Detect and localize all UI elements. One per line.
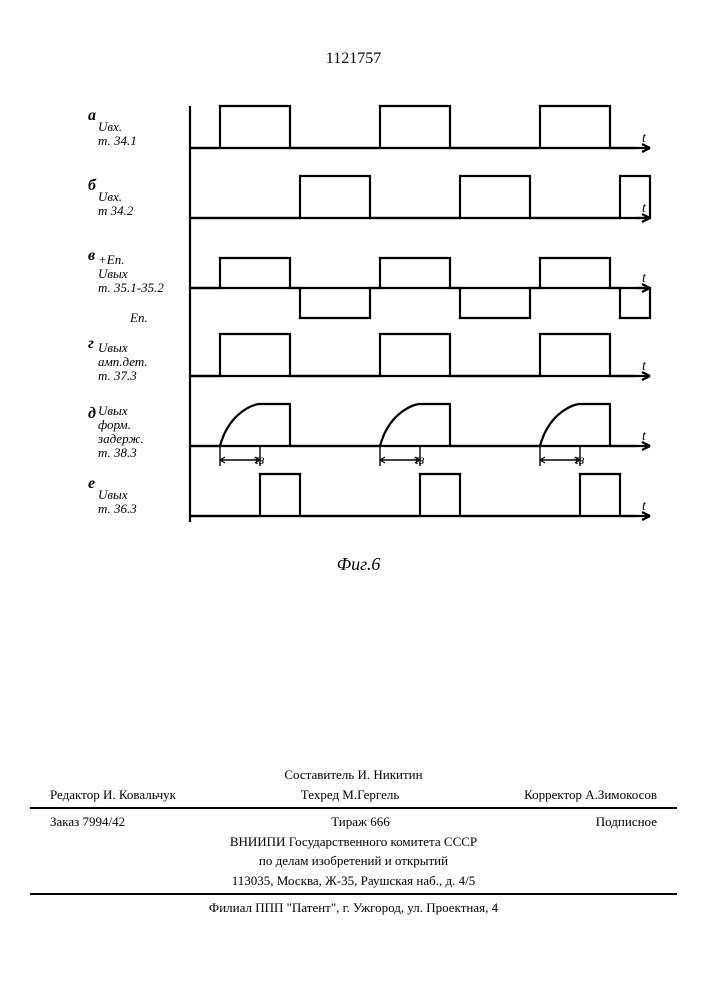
- svg-text:Uвых: Uвых: [98, 403, 128, 418]
- svg-text:Eп.: Eп.: [129, 310, 148, 325]
- svg-text:a: a: [88, 107, 96, 124]
- doc-number: 1121757: [30, 50, 677, 68]
- svg-text:t: t: [642, 201, 647, 216]
- address-1: 113035, Москва, Ж-35, Раушская наб., д. …: [30, 871, 677, 891]
- svg-text:форм.: форм.: [98, 417, 131, 432]
- svg-text:г: г: [88, 335, 94, 352]
- svg-text:амп.дет.: амп.дет.: [98, 354, 148, 369]
- svg-text:т 34.2: т 34.2: [98, 203, 134, 218]
- svg-text:Uвых: Uвых: [98, 487, 128, 502]
- svg-text:задерж.: задерж.: [97, 431, 144, 446]
- colophon: Составитель И. Никитин Редактор И. Ковал…: [30, 765, 677, 918]
- svg-text:Uвх.: Uвх.: [98, 189, 122, 204]
- subscription: Подписное: [596, 812, 657, 832]
- svg-text:Uвых: Uвых: [98, 266, 128, 281]
- figure-caption: Фиг.6: [70, 554, 647, 575]
- svg-text:т. 38.3: т. 38.3: [98, 445, 137, 460]
- timing-diagram: aUвх.т. 34.1tбUвх.т 34.2tв+Eп.Uвыхт. 35.…: [70, 98, 647, 575]
- svg-text:Uвх.: Uвх.: [98, 119, 122, 134]
- editor: Редактор И. Ковальчук: [50, 785, 176, 805]
- svg-text:t: t: [642, 359, 647, 374]
- svg-text:t: t: [642, 499, 647, 514]
- branch: Филиал ППП "Патент", г. Ужгород, ул. Про…: [30, 898, 677, 918]
- org-line-2: по делам изобретений и открытий: [30, 851, 677, 871]
- tirazh: Тираж 666: [331, 812, 390, 832]
- svg-text:τз: τз: [254, 453, 265, 468]
- svg-text:т. 37.3: т. 37.3: [98, 368, 137, 383]
- svg-text:т. 34.1: т. 34.1: [98, 133, 137, 148]
- svg-text:t: t: [642, 429, 647, 444]
- svg-text:т. 36.3: т. 36.3: [98, 501, 137, 516]
- svg-text:б: б: [88, 177, 97, 194]
- tech-editor: Техред М.Гергель: [301, 785, 399, 805]
- svg-text:+Eп.: +Eп.: [98, 252, 124, 267]
- svg-text:д: д: [88, 405, 96, 422]
- svg-text:τз: τз: [574, 453, 585, 468]
- svg-text:τз: τз: [414, 453, 425, 468]
- svg-text:t: t: [642, 131, 647, 146]
- svg-text:е: е: [88, 475, 95, 492]
- svg-text:в: в: [88, 247, 95, 264]
- svg-text:т. 35.1-35.2: т. 35.1-35.2: [98, 280, 164, 295]
- corrector: Корректор А.Зимокосов: [524, 785, 657, 805]
- composer-line: Составитель И. Никитин: [30, 765, 677, 785]
- svg-text:Uвых: Uвых: [98, 340, 128, 355]
- svg-text:t: t: [642, 271, 647, 286]
- org-line-1: ВНИИПИ Государственного комитета СССР: [30, 832, 677, 852]
- order-number: Заказ 7994/42: [50, 812, 125, 832]
